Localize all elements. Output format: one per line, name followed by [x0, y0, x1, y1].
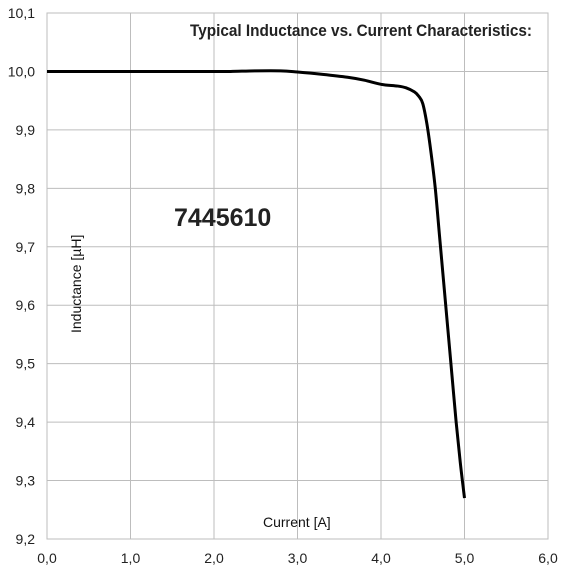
- x-tick-label: 4,0: [371, 550, 391, 566]
- y-axis-label: Inductance [µH]: [68, 235, 84, 333]
- x-tick-label: 2,0: [204, 550, 224, 566]
- y-tick-label: 9,6: [16, 297, 36, 313]
- y-tick-label: 9,8: [16, 180, 36, 196]
- series-line: [47, 69, 466, 499]
- x-tick-label: 5,0: [455, 550, 475, 566]
- y-tick-label: 10,1: [8, 5, 35, 21]
- y-tick-label: 9,7: [16, 239, 36, 255]
- y-tick-label: 9,4: [16, 414, 36, 430]
- x-axis-label: Current [A]: [263, 514, 331, 530]
- y-tick-labels: 9,2 9,3 9,4 9,5 9,6 9,7 9,8 9,9 10,0 10,1: [8, 5, 35, 547]
- y-tick-label: 9,5: [16, 356, 36, 372]
- x-tick-labels: 0,0 1,0 2,0 3,0 4,0 5,0 6,0: [37, 550, 558, 566]
- y-tick-label: 9,9: [16, 122, 36, 138]
- x-tick-label: 0,0: [37, 550, 57, 566]
- series-group: [47, 69, 466, 499]
- x-tick-label: 3,0: [288, 550, 308, 566]
- chart-title: Typical Inductance vs. Current Character…: [190, 21, 532, 40]
- x-tick-label: 1,0: [121, 550, 141, 566]
- x-tick-label: 6,0: [538, 550, 558, 566]
- y-tick-label: 9,2: [16, 531, 36, 547]
- part-number-label: 7445610: [174, 204, 271, 232]
- y-tick-label: 10,0: [8, 63, 35, 79]
- y-tick-label: 9,3: [16, 473, 36, 489]
